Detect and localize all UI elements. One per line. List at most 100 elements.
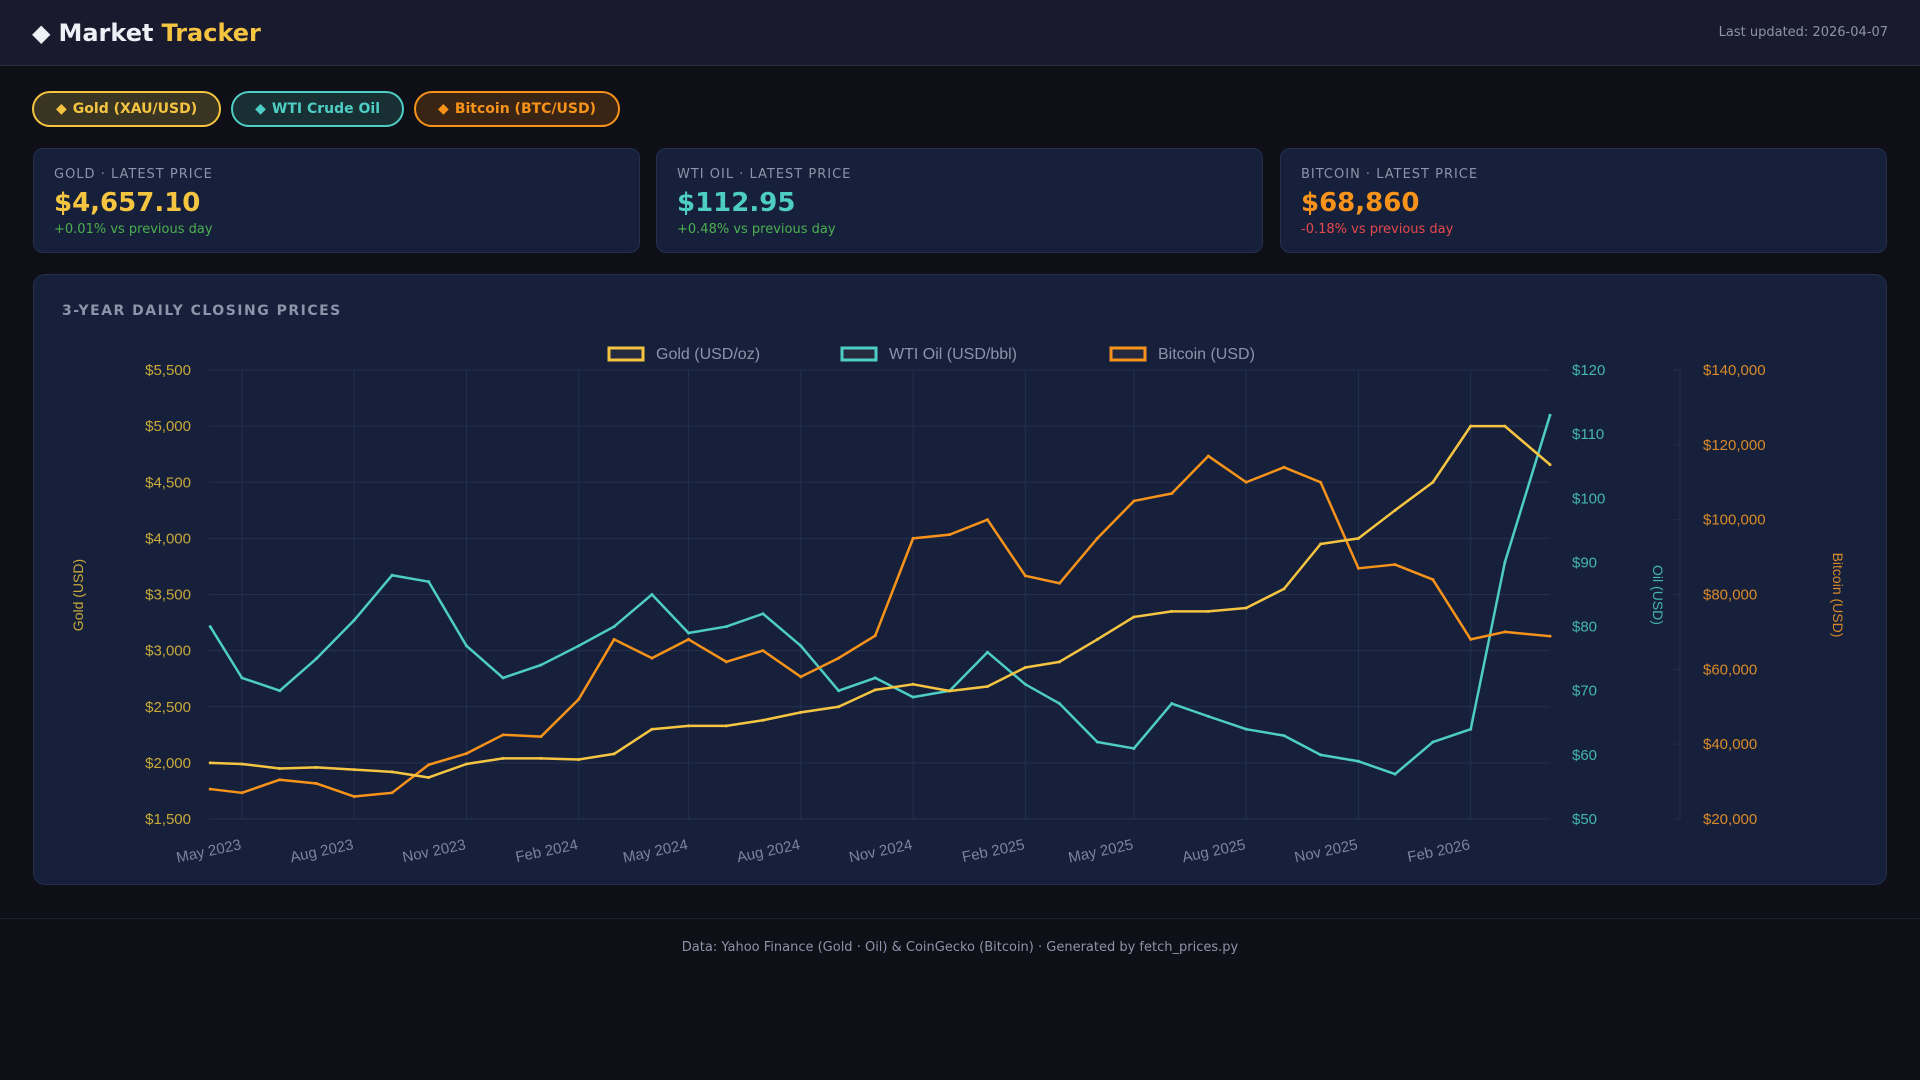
diamond-icon: ◆ [32, 18, 51, 47]
price-chart[interactable]: $1,500 $2,000 $2,500 $3,000 $3,500 $4,000 $4,5… [34, 275, 1888, 886]
gold-axis-tick: $5,500 [145, 362, 191, 379]
data-point-bitcoin [799, 675, 803, 679]
data-point-bitcoin [1548, 634, 1552, 638]
bitcoin-axis-tick: $140,000 [1703, 362, 1766, 379]
data-point-oil [1469, 727, 1473, 731]
data-point-bitcoin [1319, 480, 1323, 484]
card-label: BITCOIN · LATEST PRICE [1301, 167, 1479, 182]
data-point-oil [1170, 702, 1174, 706]
data-point-oil [390, 573, 394, 577]
filter-gold-button[interactable]: ◆ Gold (XAU/USD) [32, 91, 222, 127]
data-point-gold [390, 770, 394, 774]
data-point-oil [1548, 413, 1552, 417]
data-point-gold [1548, 463, 1552, 467]
data-point-bitcoin [1431, 578, 1435, 582]
data-point-bitcoin [761, 649, 765, 653]
filter-label: Bitcoin (BTC/USD) [454, 101, 597, 117]
data-point-oil [427, 580, 431, 584]
data-point-bitcoin [985, 518, 989, 522]
gold-axis-tick: $3,000 [145, 643, 191, 660]
data-point-bitcoin [1170, 491, 1174, 495]
data-point-bitcoin [208, 787, 212, 791]
data-point-bitcoin [1095, 536, 1099, 540]
x-axis-tick: Aug 2023 [289, 836, 355, 866]
data-point-oil [1057, 702, 1061, 706]
data-point-gold [687, 724, 691, 728]
data-point-bitcoin [612, 637, 616, 641]
oil-axis-tick: $80 [1572, 619, 1597, 636]
data-point-oil [1023, 682, 1027, 686]
legend-swatch-bitcoin [1109, 346, 1147, 362]
data-point-gold [1393, 508, 1397, 512]
data-point-gold [278, 766, 282, 770]
series-line-gold [210, 424, 1551, 779]
filter-label: WTI Crude Oil [271, 101, 381, 117]
data-point-oil [1503, 560, 1507, 564]
gold-axis-tick: $2,000 [145, 755, 191, 772]
legend-oil[interactable]: WTI Oil (USD/bbl) [889, 346, 1017, 363]
data-point-oil [1132, 746, 1136, 750]
data-point-bitcoin [873, 634, 877, 638]
oil-axis-tick: $110 [1572, 426, 1604, 443]
bitcoin-axis-tick: $120,000 [1703, 437, 1766, 454]
diamond-icon: ◆ [56, 101, 67, 117]
data-point-gold [799, 710, 803, 714]
legend-swatch-gold [607, 346, 645, 362]
data-point-oil [278, 689, 282, 693]
card-label: WTI OIL · LATEST PRICE [677, 167, 852, 182]
data-point-bitcoin [948, 533, 952, 537]
data-point-bitcoin [724, 660, 728, 664]
last-updated: Last updated: 2026-04-07 [1718, 25, 1888, 40]
x-axis-tick: May 2023 [175, 836, 243, 866]
data-point-oil [911, 695, 915, 699]
data-point-gold [539, 756, 543, 760]
data-point-oil [1393, 772, 1397, 776]
card-change: -0.18% vs previous day [1301, 222, 1454, 237]
data-point-oil [687, 631, 691, 635]
x-axis-tick: Nov 2023 [401, 836, 467, 866]
card-price: $4,657.10 [54, 188, 201, 218]
data-point-bitcoin [687, 637, 691, 641]
card-price: $112.95 [677, 188, 796, 218]
chart-title: 3-YEAR DAILY CLOSING PRICES [62, 303, 342, 319]
data-point-gold [650, 727, 654, 731]
title-accent: Tracker [161, 18, 261, 47]
data-point-oil [1431, 740, 1435, 744]
x-axis-tick: May 2024 [621, 836, 689, 866]
data-point-gold [1132, 615, 1136, 619]
data-point-gold [873, 688, 877, 692]
filter-oil-button[interactable]: ◆ WTI Crude Oil [231, 91, 405, 127]
data-point-gold [837, 705, 841, 709]
legend-gold[interactable]: Gold (USD/oz) [656, 346, 760, 363]
data-point-gold [1206, 609, 1210, 613]
oil-axis-tick: $100 [1572, 490, 1605, 507]
diamond-icon: ◆ [255, 101, 266, 117]
data-point-oil [208, 625, 212, 629]
card-price: $68,860 [1301, 188, 1420, 218]
data-point-oil [1206, 714, 1210, 718]
header: ◆ Market Tracker Last updated: 2026-04-0… [0, 0, 1920, 66]
oil-axis-tick: $70 [1572, 683, 1597, 700]
data-point-bitcoin [1282, 465, 1286, 469]
asset-filters: ◆ Gold (XAU/USD) ◆ WTI Crude Oil ◆ Bitcoin … [32, 91, 621, 127]
title-main: Market [58, 18, 154, 47]
data-point-gold [464, 762, 468, 766]
bitcoin-axis-title: Bitcoin (USD) [1830, 553, 1846, 638]
data-point-gold [352, 768, 356, 772]
x-axis-tick: Aug 2025 [1181, 836, 1247, 866]
bitcoin-axis-tick: $40,000 [1703, 736, 1757, 753]
data-point-gold [1095, 637, 1099, 641]
data-point-bitcoin [278, 778, 282, 782]
card-label: GOLD · LATEST PRICE [54, 167, 213, 182]
gold-axis-tick: $1,500 [145, 811, 191, 828]
data-point-bitcoin [837, 656, 841, 660]
card-change: +0.48% vs previous day [677, 222, 836, 237]
data-point-oil [539, 663, 543, 667]
data-point-bitcoin [1206, 454, 1210, 458]
data-point-gold [985, 685, 989, 689]
footer: Data: Yahoo Finance (Gold · Oil) & CoinG… [0, 918, 1920, 955]
filter-bitcoin-button[interactable]: ◆ Bitcoin (BTC/USD) [414, 91, 621, 127]
legend-bitcoin[interactable]: Bitcoin (USD) [1158, 346, 1255, 363]
data-point-bitcoin [1132, 499, 1136, 503]
data-point-gold [1319, 542, 1323, 546]
